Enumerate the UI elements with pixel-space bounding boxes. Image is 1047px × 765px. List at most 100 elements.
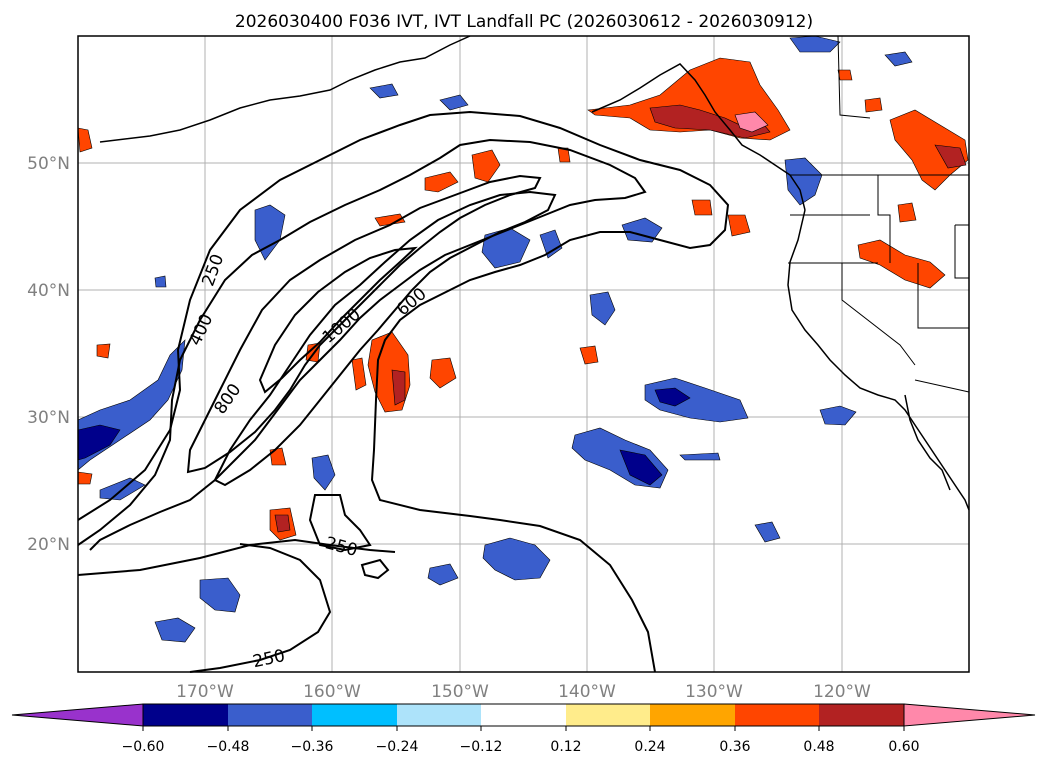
neg-blob-s4 (154, 617, 196, 643)
state-id (877, 175, 891, 263)
alaska-canada-border (837, 35, 871, 119)
neg-blob-e1 (589, 291, 616, 326)
pos-blob-r8 (727, 214, 751, 237)
lon-label-130: 130°W (685, 682, 743, 702)
pos-blob-hi2 (351, 357, 367, 391)
neg-blob-e2 (621, 217, 663, 243)
pos-blob-idaho (857, 239, 946, 289)
pos-blob-r12 (897, 202, 917, 223)
ivt-contour-400 (77, 138, 647, 551)
colorbar-segment-2 (228, 704, 312, 726)
pos-blob-r2 (471, 149, 501, 183)
ivt-contour-250-loop (308, 494, 372, 552)
ivt-contour-800 (186, 174, 542, 474)
graticule (78, 36, 969, 672)
lat-label-40: 40°N (27, 281, 70, 301)
pos-blob-r7 (691, 199, 713, 216)
map-border (77, 35, 970, 673)
ivt-contour-250-south (77, 538, 396, 576)
neg-core-central (654, 387, 691, 407)
pos-peak-bc (734, 111, 769, 133)
pos-blob-r3 (374, 213, 406, 227)
ivt-contour-600 (213, 190, 557, 487)
lon-label-140: 140°W (558, 682, 616, 702)
us-west-coast (787, 209, 970, 511)
colorbar-tick-label: 0.48 (803, 739, 834, 755)
colorbar-frame (142, 703, 905, 727)
lon-label-150: 150°W (431, 682, 489, 702)
figure-title: 2026030400 F036 IVT, IVT Landfall PC (20… (235, 12, 813, 32)
political-borders (788, 35, 970, 393)
neg-blob-s6 (754, 521, 781, 543)
state-nv-ca (841, 263, 916, 366)
colorbar-segment-3 (312, 704, 397, 726)
latitude-labels: 50°N 40°N 30°N 20°N (27, 154, 70, 555)
lat-label-50: 50°N (27, 154, 70, 174)
coastlines (99, 35, 970, 511)
colorbar-tick-label: 0.12 (550, 739, 581, 755)
state-nv-ut (917, 263, 969, 329)
neg-blob-topcenter (439, 94, 469, 111)
colorbar-tick-label: 0.36 (719, 739, 750, 755)
colorbar-segment-4 (397, 704, 481, 726)
neg-core-south-c (619, 449, 663, 486)
pos-blob-r9 (837, 69, 853, 81)
pos-blob-r14 (77, 471, 93, 485)
pos-blob-nw-edge (77, 127, 93, 153)
pos-blob-hi3 (429, 357, 457, 389)
ivt-contour-1000 (258, 246, 418, 394)
colorbar-ticks (142, 726, 905, 731)
ivt-contour-250-outer (77, 110, 730, 673)
neg-blob-mid2 (539, 229, 563, 259)
neg-blob-s7 (819, 405, 857, 426)
colorbar-tick-label: −0.60 (122, 739, 165, 755)
neg-blob-small-3 (679, 452, 721, 461)
colorbar-tick-label: −0.48 (207, 739, 250, 755)
colorbar-tick-label: 0.60 (888, 739, 919, 755)
pos-core-hi1 (391, 369, 406, 406)
colorbar-segment-8 (735, 704, 819, 726)
colorbar-segment-5 (481, 704, 566, 726)
colorbar-extend-low (11, 703, 144, 727)
pos-blob-r13 (96, 343, 111, 359)
longitude-labels: 170°W 160°W 150°W 140°W 130°W 120°W (176, 682, 871, 702)
pos-blob-r4 (579, 345, 599, 365)
colorbar: −0.60 −0.48 −0.36 −0.24 −0.12 0.12 0.24 … (11, 703, 1036, 755)
colorbar-tick-labels: −0.60 −0.48 −0.36 −0.24 −0.12 0.12 0.24 … (122, 739, 920, 755)
ivt-contour-250-islet (360, 558, 390, 580)
colorbar-tick-label: 0.24 (634, 739, 665, 755)
ivt-contours (77, 110, 730, 673)
baja-peninsula (904, 394, 951, 491)
alaska-coast (99, 35, 471, 143)
lon-label-160: 160°W (303, 682, 361, 702)
neg-blob-seattle (784, 157, 823, 206)
colorbar-tick-label: −0.36 (291, 739, 334, 755)
ivt-contour-250-bottom (189, 543, 332, 673)
colorbar-tick-label: −0.24 (376, 739, 419, 755)
pos-core-ne (934, 144, 967, 169)
colorbar-segment-1 (143, 704, 228, 726)
lat-label-30: 30°N (27, 408, 70, 428)
colorbar-segment-7 (650, 704, 735, 726)
neg-blob-s1 (482, 537, 551, 581)
pos-blob-r6 (269, 447, 287, 466)
neg-blob-s3 (199, 577, 241, 613)
neg-blob-s2 (427, 563, 459, 586)
colorbar-extend-high (903, 703, 1036, 727)
lon-label-170: 170°W (176, 682, 234, 702)
lon-label-120: 120°W (813, 682, 871, 702)
negative-pc-shading (77, 35, 913, 643)
pos-core-r5 (274, 514, 291, 533)
neg-blob-small-2 (369, 83, 399, 99)
pos-blob-r1 (424, 171, 459, 193)
neg-blob-s5 (311, 454, 336, 491)
neg-blob-small-1 (154, 275, 167, 288)
pos-blob-r10 (864, 97, 883, 113)
colorbar-segment-9 (819, 704, 904, 726)
state-misc (954, 224, 969, 279)
us-mexico-border (914, 379, 970, 393)
neg-blob-small-4 (884, 51, 913, 67)
lat-label-20: 20°N (27, 535, 70, 555)
colorbar-tick-label: −0.12 (460, 739, 503, 755)
